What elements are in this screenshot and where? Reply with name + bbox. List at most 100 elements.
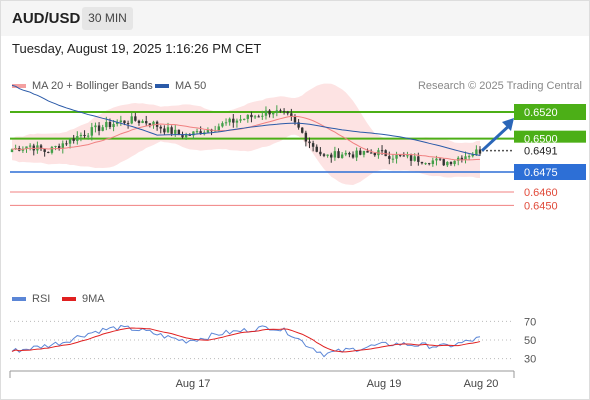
candle-body [420, 161, 424, 164]
target-value: 0.6460 [524, 187, 558, 199]
candle-body [344, 152, 347, 155]
candle-body [362, 150, 366, 155]
candle-body [290, 113, 293, 117]
candle-body [268, 110, 271, 115]
rsi-label: RSI [32, 293, 51, 305]
candle-body [206, 129, 210, 133]
candle-body [460, 157, 464, 160]
candle-body [435, 158, 438, 161]
candle-body [130, 116, 133, 124]
candle-body [366, 150, 369, 153]
candle-body [261, 115, 264, 117]
candle-body [39, 145, 43, 150]
rsi-level-label: 30 [524, 354, 536, 366]
candle-body [79, 134, 83, 137]
candle-body [76, 136, 79, 141]
rsi-ma-label: 9MA [82, 293, 105, 305]
candle-body [159, 126, 162, 129]
symbol-label: AUD/USD [12, 10, 81, 27]
candle-body [413, 156, 416, 161]
candle-body [54, 145, 57, 147]
ma20-label: MA 20 + Bollinger Bands [32, 80, 153, 92]
candle-body [108, 121, 112, 128]
candle-body [181, 134, 184, 138]
rsi-ma-line [11, 327, 481, 353]
ma50-line [11, 84, 481, 156]
candle-body [166, 127, 170, 133]
candle-body [217, 126, 220, 131]
forecast-arrow [480, 122, 513, 152]
candle-body [65, 143, 68, 145]
candle-body [402, 155, 406, 157]
candle-body [315, 146, 318, 152]
x-tick-label: Aug 19 [367, 378, 402, 390]
forecast-arrow-head [502, 118, 514, 131]
candle-body [47, 151, 50, 153]
candle-body [97, 125, 101, 131]
candle-body [28, 145, 32, 147]
rsi-ma-swatch [62, 297, 76, 302]
candle-body [152, 121, 155, 126]
last-price-tag [514, 142, 586, 159]
candle-body [272, 112, 275, 115]
candle-body [250, 114, 253, 118]
candle-body [398, 154, 402, 156]
candle-body [101, 127, 104, 131]
candle-body [90, 127, 94, 136]
candle-body [359, 150, 362, 155]
support-tag [514, 164, 586, 180]
candle-body [384, 150, 387, 157]
candle-body [21, 148, 25, 151]
candle-body [242, 118, 246, 120]
legend-ma50: MA 50 [155, 80, 206, 92]
resistance-tag [514, 104, 586, 120]
candle-body [61, 143, 64, 149]
candle-body [57, 145, 61, 149]
candle-body [293, 116, 297, 123]
support-value: 0.6475 [524, 167, 558, 179]
timeframe-button[interactable]: 30 MIN [82, 7, 133, 30]
candle-body [253, 116, 257, 118]
candle-body [116, 122, 119, 125]
legend-rsi-ma: 9MA [62, 293, 105, 305]
candle-body [228, 118, 231, 123]
rsi-swatch [12, 297, 26, 302]
candle-body [145, 121, 148, 124]
candle-body [119, 120, 123, 123]
candle-body [192, 131, 195, 136]
candle-body [126, 123, 130, 125]
candle-body [471, 154, 474, 157]
candle-body [453, 160, 456, 165]
legend-ma20: MA 20 + Bollinger Bands [12, 80, 153, 92]
candle-body [355, 150, 358, 158]
rsi-level-label: 50 [524, 335, 536, 347]
candle-body [424, 163, 427, 165]
research-credit: Research © 2025 Trading Central [417, 80, 582, 92]
candle-body [275, 110, 279, 113]
candle-body [475, 149, 478, 155]
candle-body [449, 161, 453, 165]
candle-body [177, 129, 181, 135]
candle-body [10, 149, 14, 153]
target-value: 0.6450 [524, 200, 558, 212]
candle-body [446, 161, 449, 166]
candle-body [340, 154, 344, 158]
candle-body [337, 151, 340, 158]
candle-body [239, 119, 242, 121]
candle-body [134, 116, 137, 121]
candle-body [319, 151, 322, 155]
candle-body [431, 160, 435, 165]
candle-body [141, 121, 144, 124]
legend-rsi: RSI [12, 293, 50, 305]
candle-body [148, 123, 152, 126]
candle-body [246, 114, 250, 119]
candle-body [373, 152, 376, 156]
candle-body [395, 154, 398, 159]
candle-body [257, 116, 260, 118]
candle-body [86, 135, 90, 137]
candle-body [94, 125, 97, 128]
candle-body [369, 152, 373, 154]
candle-body [380, 150, 384, 152]
candle-body [224, 122, 228, 124]
